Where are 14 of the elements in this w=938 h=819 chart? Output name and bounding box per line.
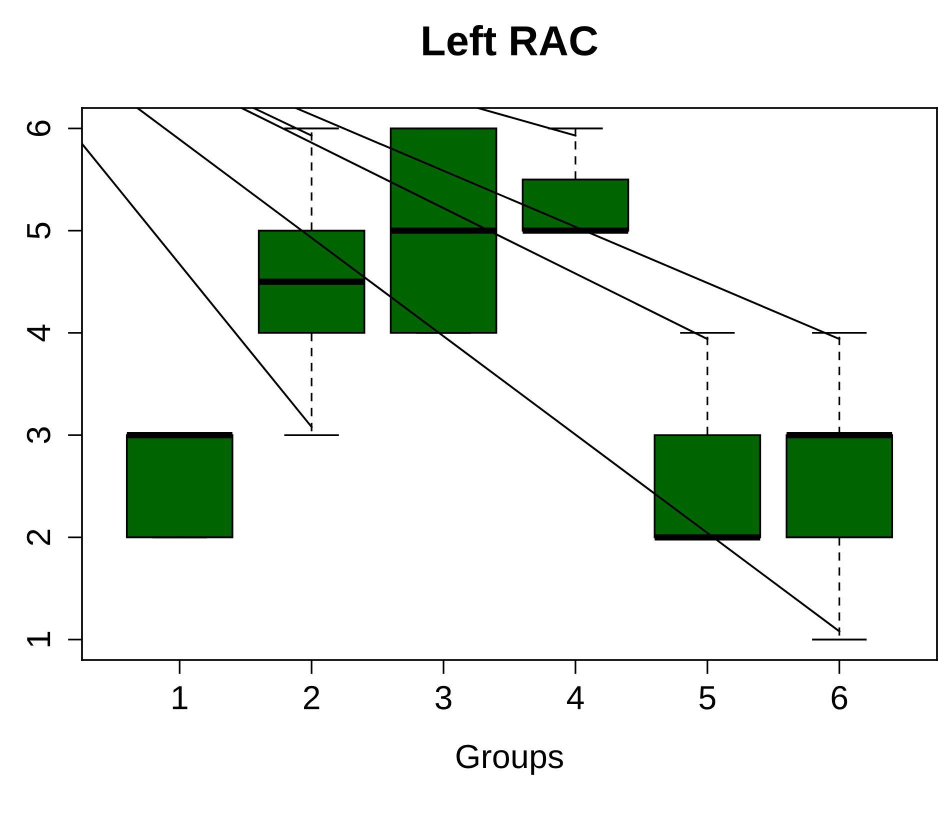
y-tick-label: 3 bbox=[26, 427, 50, 444]
y-tick-label: 5 bbox=[27, 222, 50, 239]
x-tick-label: 4 bbox=[566, 686, 584, 710]
x-tick-label: 1 bbox=[172, 686, 188, 710]
chart-title: Left RAC bbox=[423, 25, 598, 56]
x-tick-label: 3 bbox=[436, 686, 452, 710]
y-tick-label: 2 bbox=[26, 530, 50, 545]
x-tick-label: 6 bbox=[832, 686, 848, 710]
x-tick-label: 2 bbox=[304, 686, 320, 710]
x-tick-label: 5 bbox=[699, 686, 716, 710]
x-axis-title: Groups bbox=[456, 744, 563, 775]
y-tick-label: 1 bbox=[27, 632, 50, 646]
y-tick-label: 4 bbox=[27, 324, 50, 342]
y-tick-label: 6 bbox=[26, 120, 50, 136]
